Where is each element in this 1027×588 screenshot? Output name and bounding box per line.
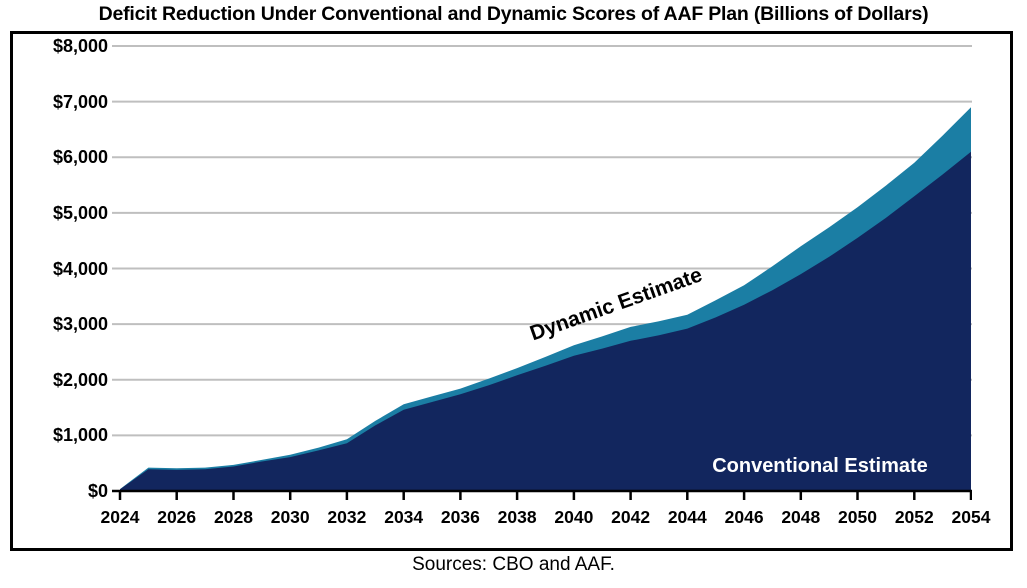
x-tick-label: 2042 [611, 507, 651, 527]
conventional-estimate-label: Conventional Estimate [712, 455, 928, 477]
conventional-estimate-area [120, 151, 971, 491]
x-tick-label: 2024 [100, 507, 140, 527]
y-tick-label: $7,000 [52, 91, 108, 112]
x-tick-label: 2034 [384, 507, 424, 527]
area-chart [112, 45, 972, 500]
x-tick-label: 2028 [214, 507, 253, 527]
x-tick-label: 2036 [440, 507, 480, 527]
x-tick-label: 2046 [724, 507, 764, 527]
y-tick-label: $1,000 [52, 425, 108, 446]
x-tick-label: 2026 [157, 507, 197, 527]
x-tick-label: 2038 [497, 507, 537, 527]
y-tick-label: $0 [87, 481, 108, 501]
x-tick-label: 2030 [270, 507, 310, 527]
y-tick-label: $4,000 [52, 258, 108, 279]
y-tick-label: $5,000 [52, 202, 108, 223]
y-tick-label: $2,000 [52, 369, 108, 390]
x-tick-label: 2050 [838, 507, 877, 527]
y-tick-label: $6,000 [52, 147, 108, 168]
y-tick-label: $3,000 [52, 314, 108, 335]
x-tick-label: 2052 [894, 507, 934, 527]
y-tick-label: $8,000 [52, 36, 108, 56]
x-tick-label: 2054 [951, 507, 991, 527]
source-note: Sources: CBO and AAF. [412, 554, 615, 575]
x-tick-label: 2032 [327, 507, 367, 527]
x-tick-label: 2048 [781, 507, 821, 527]
x-tick-label: 2044 [667, 507, 707, 527]
chart-title: Deficit Reduction Under Conventional and… [98, 3, 929, 25]
x-tick-label: 2040 [554, 507, 594, 527]
